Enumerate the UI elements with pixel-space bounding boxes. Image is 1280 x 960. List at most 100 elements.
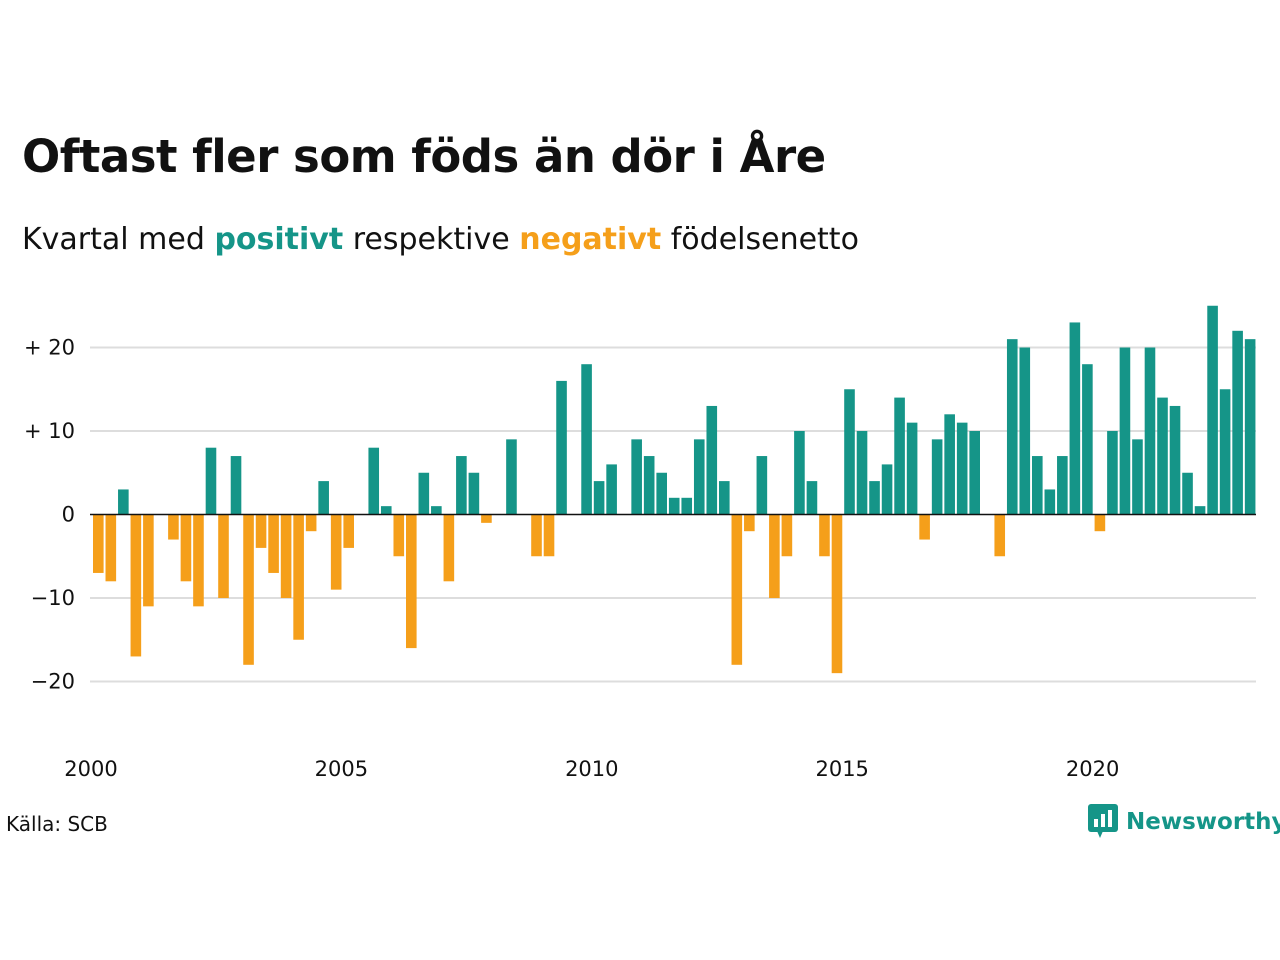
bar-positive bbox=[894, 397, 905, 515]
y-tick-label: + 20 bbox=[24, 336, 75, 360]
bar-negative bbox=[168, 514, 179, 540]
y-tick-label: 0 bbox=[62, 503, 75, 527]
bar-positive bbox=[593, 481, 605, 515]
bar-positive bbox=[1144, 347, 1156, 515]
bar-negative bbox=[193, 514, 204, 607]
bar-negative bbox=[769, 514, 780, 598]
bar-positive bbox=[581, 364, 592, 515]
bar-positive bbox=[906, 422, 918, 515]
bar-positive bbox=[1219, 389, 1231, 515]
bar-negative bbox=[393, 514, 405, 557]
subtitle-positive-word: positivt bbox=[214, 222, 344, 257]
subtitle-suffix: födelsenetto bbox=[670, 222, 859, 257]
x-tick-label: 2010 bbox=[565, 757, 618, 781]
bar-positive bbox=[956, 422, 968, 515]
bar-negative bbox=[343, 514, 354, 548]
bar-positive bbox=[681, 497, 693, 515]
bar-negative bbox=[406, 514, 417, 649]
source-note: Källa: SCB bbox=[6, 812, 108, 836]
bar-positive bbox=[1006, 339, 1018, 515]
subtitle-negative-word: negativt bbox=[519, 222, 662, 257]
bar-positive bbox=[756, 456, 768, 515]
bar-negative bbox=[293, 514, 304, 640]
bar-negative bbox=[781, 514, 793, 557]
bar-positive bbox=[418, 472, 430, 515]
y-tick-label: + 10 bbox=[24, 419, 75, 443]
subtitle-middle: respektive bbox=[352, 222, 510, 257]
newsworthy-logo: Newsworthy bbox=[1088, 804, 1280, 840]
bar-negative bbox=[255, 514, 267, 548]
bar-positive bbox=[431, 506, 442, 515]
bar-positive bbox=[1082, 364, 1093, 515]
bar-negative bbox=[543, 514, 555, 557]
bar-positive bbox=[1207, 305, 1218, 515]
bar-positive bbox=[844, 389, 855, 515]
bar-positive bbox=[1019, 347, 1031, 515]
bar-positive bbox=[806, 481, 818, 515]
bar-negative bbox=[443, 514, 455, 582]
bar-negative bbox=[268, 514, 279, 573]
x-tick-label: 2000 bbox=[64, 757, 117, 781]
x-axis-labels: 2000 2005 2010 2015 2020 bbox=[64, 757, 1119, 781]
bar-positive bbox=[1157, 397, 1168, 515]
bar-positive bbox=[556, 380, 567, 515]
bar-negative bbox=[130, 514, 142, 657]
bar-positive bbox=[1194, 506, 1206, 515]
bar-positive bbox=[794, 431, 805, 515]
bar-positive bbox=[719, 481, 730, 515]
bar-positive bbox=[606, 464, 617, 515]
bar-positive bbox=[931, 439, 943, 515]
bar-negative bbox=[731, 514, 743, 665]
y-tick-label: −10 bbox=[31, 586, 75, 610]
bar-positive bbox=[656, 472, 667, 515]
bar-positive bbox=[706, 405, 718, 515]
bars bbox=[93, 305, 1256, 674]
chart-title: Oftast fler som föds än dör i Åre bbox=[22, 130, 826, 183]
chart-subtitle: Kvartal med positivt respektive negativt… bbox=[22, 222, 859, 257]
bar-positive bbox=[118, 489, 129, 515]
bar-negative bbox=[243, 514, 254, 665]
bar-negative bbox=[819, 514, 830, 557]
y-tick-label: −20 bbox=[31, 670, 75, 694]
brand-name: Newsworthy bbox=[1126, 809, 1280, 835]
bar-positive bbox=[969, 431, 980, 515]
x-tick-label: 2005 bbox=[315, 757, 368, 781]
bar-negative bbox=[105, 514, 117, 582]
bar-negative bbox=[1094, 514, 1106, 532]
bar-positive bbox=[1107, 431, 1118, 515]
x-tick-label: 2015 bbox=[815, 757, 868, 781]
bar-positive bbox=[944, 414, 955, 515]
x-tick-label: 2020 bbox=[1066, 757, 1119, 781]
bar-positive bbox=[1169, 405, 1181, 515]
bar-positive bbox=[643, 456, 655, 515]
bar-positive bbox=[1044, 489, 1056, 515]
bar-positive bbox=[631, 439, 642, 515]
bar-negative bbox=[218, 514, 229, 598]
bar-negative bbox=[481, 514, 492, 523]
bar-negative bbox=[531, 514, 542, 557]
y-axis-labels: + 20 + 10 0 −10 −20 bbox=[24, 336, 75, 694]
bar-positive bbox=[1032, 456, 1043, 515]
bar-positive bbox=[230, 456, 242, 515]
bar-positive bbox=[1232, 330, 1243, 515]
bar-positive bbox=[205, 447, 217, 515]
bar-positive bbox=[456, 456, 467, 515]
bar-positive bbox=[693, 439, 705, 515]
bar-negative bbox=[994, 514, 1006, 557]
newsworthy-logo-icon bbox=[1088, 804, 1118, 838]
bar-positive bbox=[856, 431, 868, 515]
bar-positive bbox=[1119, 347, 1131, 515]
bar-negative bbox=[93, 514, 104, 573]
bar-positive bbox=[869, 481, 880, 515]
bar-positive bbox=[1182, 472, 1193, 515]
bar-chart: + 20 + 10 0 −10 −20 2000 2005 2010 2015 2020 bbox=[24, 305, 1256, 781]
bar-negative bbox=[744, 514, 755, 532]
bar-positive bbox=[318, 481, 329, 515]
bar-positive bbox=[668, 497, 680, 515]
bar-positive bbox=[380, 506, 392, 515]
bar-negative bbox=[831, 514, 843, 674]
bar-positive bbox=[881, 464, 893, 515]
bar-negative bbox=[330, 514, 342, 590]
bar-positive bbox=[468, 472, 480, 515]
bar-negative bbox=[280, 514, 292, 598]
